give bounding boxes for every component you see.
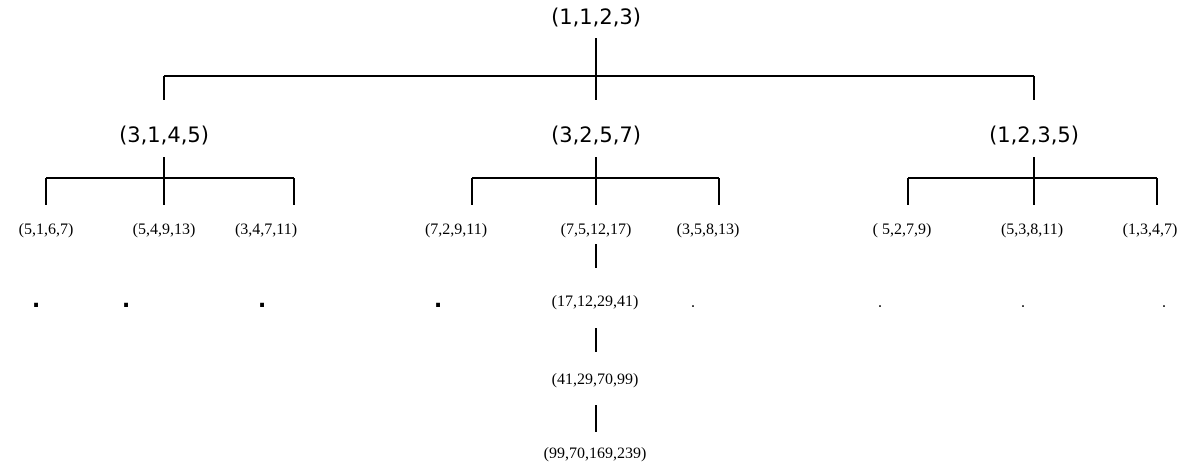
level2-node-1: (5,1,6,7) (19, 221, 74, 238)
level2-node-6: (3,5,8,13) (677, 221, 740, 238)
continuation-mark-1: . (32, 288, 40, 313)
level2-node-5: (7,5,12,17) (561, 221, 632, 238)
connectors-middle-branch (471, 157, 720, 205)
chain-node-3: (99,70,169,239) (544, 445, 647, 462)
continuation-mark-7: . (1021, 294, 1025, 311)
continuation-mark-2: . (122, 288, 130, 313)
level2-node-8: (5,3,8,11) (1001, 221, 1063, 238)
root-node: (1,1,2,3) (551, 5, 641, 29)
continuation-mark-4: . (434, 288, 442, 313)
connectors-left-branch (45, 157, 295, 205)
continuation-mark-8: . (1162, 294, 1166, 311)
continuation-mark-5: . (691, 294, 695, 311)
level2-node-9: (1,3,4,7) (1123, 221, 1178, 238)
level2-node-2: (5,4,9,13) (133, 221, 196, 238)
level1-node-middle: (3,2,5,7) (551, 123, 641, 147)
chain-node-1: (17,12,29,41) (552, 293, 639, 310)
level2-node-7: ( 5,2,7,9) (873, 221, 932, 238)
level1-node-left: (3,1,4,5) (119, 123, 209, 147)
continuation-mark-6: . (878, 294, 882, 311)
level1-node-right: (1,2,3,5) (989, 123, 1079, 147)
level2-node-4: (7,2,9,11) (425, 221, 487, 238)
level2-node-3: (3,4,7,11) (235, 221, 297, 238)
chain-node-2: (41,29,70,99) (552, 371, 639, 388)
connectors-root (163, 38, 1035, 100)
connectors-right-branch (907, 157, 1158, 205)
continuation-mark-3: . (258, 288, 266, 313)
